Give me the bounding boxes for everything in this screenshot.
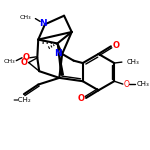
Text: CH₃: CH₃ (136, 81, 149, 87)
Polygon shape (57, 44, 63, 75)
Text: O: O (112, 41, 119, 50)
Text: =CH₂: =CH₂ (13, 97, 31, 103)
Text: N: N (54, 48, 62, 57)
Text: O: O (20, 58, 27, 67)
Text: O: O (124, 80, 130, 89)
Text: N: N (39, 19, 47, 28)
Text: CH₃: CH₃ (20, 15, 32, 20)
Text: CH₃: CH₃ (4, 59, 15, 64)
Text: O: O (22, 53, 29, 62)
Text: CH₃: CH₃ (127, 59, 139, 65)
Text: O: O (78, 94, 85, 103)
